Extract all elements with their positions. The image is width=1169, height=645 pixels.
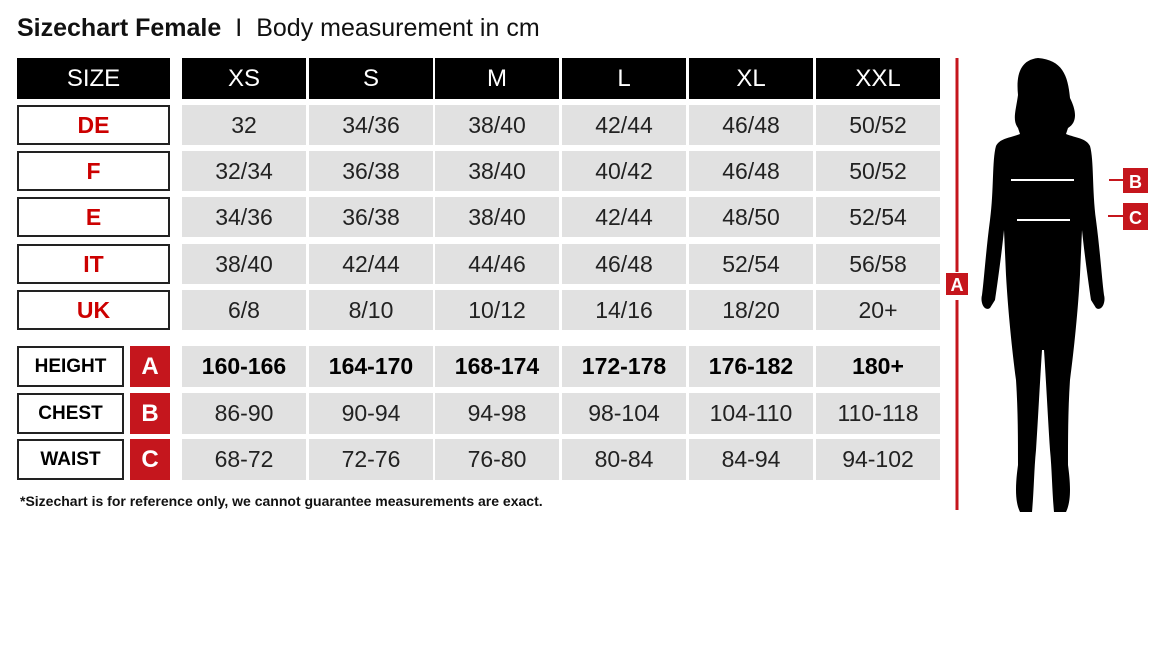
marker-c: C: [1129, 208, 1142, 228]
size-column-header: S: [309, 58, 433, 99]
measurement-cell: 80-84: [562, 439, 686, 480]
marker-a: A: [951, 275, 964, 295]
size-cell: 52/54: [816, 197, 940, 237]
marker-a-box: [946, 273, 968, 295]
title-main: Sizechart Female: [17, 14, 222, 42]
size-system-label: IT: [17, 244, 170, 284]
size-column-header: M: [435, 58, 559, 99]
title-subtitle: Body measurement in cm: [256, 14, 540, 42]
size-column-header: XS: [182, 58, 306, 99]
measurement-cell: 68-72: [182, 439, 306, 480]
size-system-label: DE: [17, 105, 170, 145]
size-cell: 42/44: [562, 197, 686, 237]
size-cell: 42/44: [562, 105, 686, 145]
disclaimer-note: *Sizechart is for reference only, we can…: [20, 493, 543, 509]
measurement-cell: 172-178: [562, 346, 686, 387]
size-cell: 18/20: [689, 290, 813, 330]
title-separator: I: [235, 14, 243, 42]
measurement-cell: 168-174: [435, 346, 559, 387]
measurement-cell: 86-90: [182, 393, 306, 434]
size-system-label: E: [17, 197, 170, 237]
size-cell: 50/52: [816, 151, 940, 191]
size-column-header: L: [562, 58, 686, 99]
size-cell: 34/36: [182, 197, 306, 237]
measurement-letter-badge: B: [130, 393, 170, 434]
measurement-label: HEIGHT: [17, 346, 124, 387]
size-cell: 38/40: [435, 105, 559, 145]
measurement-cell: 76-80: [435, 439, 559, 480]
size-cell: 34/36: [309, 105, 433, 145]
size-column-header: XL: [689, 58, 813, 99]
measurement-cell: 72-76: [309, 439, 433, 480]
measurement-cell: 84-94: [689, 439, 813, 480]
size-cell: 20+: [816, 290, 940, 330]
size-cell: 50/52: [816, 105, 940, 145]
size-cell: 38/40: [182, 244, 306, 284]
measurement-cell: 164-170: [309, 346, 433, 387]
size-cell: 46/48: [689, 151, 813, 191]
size-column-header: XXL: [816, 58, 940, 99]
female-silhouette-figure: A B C: [946, 58, 1148, 512]
size-system-label: UK: [17, 290, 170, 330]
size-cell: 46/48: [689, 105, 813, 145]
measurement-label: WAIST: [17, 439, 124, 480]
measurement-cell: 94-98: [435, 393, 559, 434]
measurement-cell: 98-104: [562, 393, 686, 434]
size-cell: 38/40: [435, 197, 559, 237]
measurement-cell: 94-102: [816, 439, 940, 480]
size-cell: 42/44: [309, 244, 433, 284]
size-cell: 8/10: [309, 290, 433, 330]
size-cell: 32: [182, 105, 306, 145]
size-cell: 40/42: [562, 151, 686, 191]
size-header: SIZE: [17, 58, 170, 99]
size-cell: 48/50: [689, 197, 813, 237]
size-cell: 46/48: [562, 244, 686, 284]
marker-c-box: [1123, 203, 1148, 230]
measurement-label: CHEST: [17, 393, 124, 434]
size-cell: 36/38: [309, 197, 433, 237]
size-cell: 56/58: [816, 244, 940, 284]
size-cell: 6/8: [182, 290, 306, 330]
size-cell: 38/40: [435, 151, 559, 191]
measurement-cell: 110-118: [816, 393, 940, 434]
silhouette-body: [981, 58, 1105, 512]
measurement-letter-badge: A: [130, 346, 170, 387]
size-cell: 10/12: [435, 290, 559, 330]
page-title: Sizechart Female I Body measurement in cm: [17, 14, 540, 43]
size-cell: 52/54: [689, 244, 813, 284]
measurement-cell: 90-94: [309, 393, 433, 434]
size-cell: 32/34: [182, 151, 306, 191]
measurement-cell: 180+: [816, 346, 940, 387]
marker-b: B: [1129, 172, 1142, 192]
measurement-cell: 176-182: [689, 346, 813, 387]
measurement-cell: 104-110: [689, 393, 813, 434]
measurement-letter-badge: C: [130, 439, 170, 480]
size-cell: 14/16: [562, 290, 686, 330]
size-cell: 44/46: [435, 244, 559, 284]
size-cell: 36/38: [309, 151, 433, 191]
size-system-label: F: [17, 151, 170, 191]
marker-b-box: [1123, 168, 1148, 193]
measurement-cell: 160-166: [182, 346, 306, 387]
